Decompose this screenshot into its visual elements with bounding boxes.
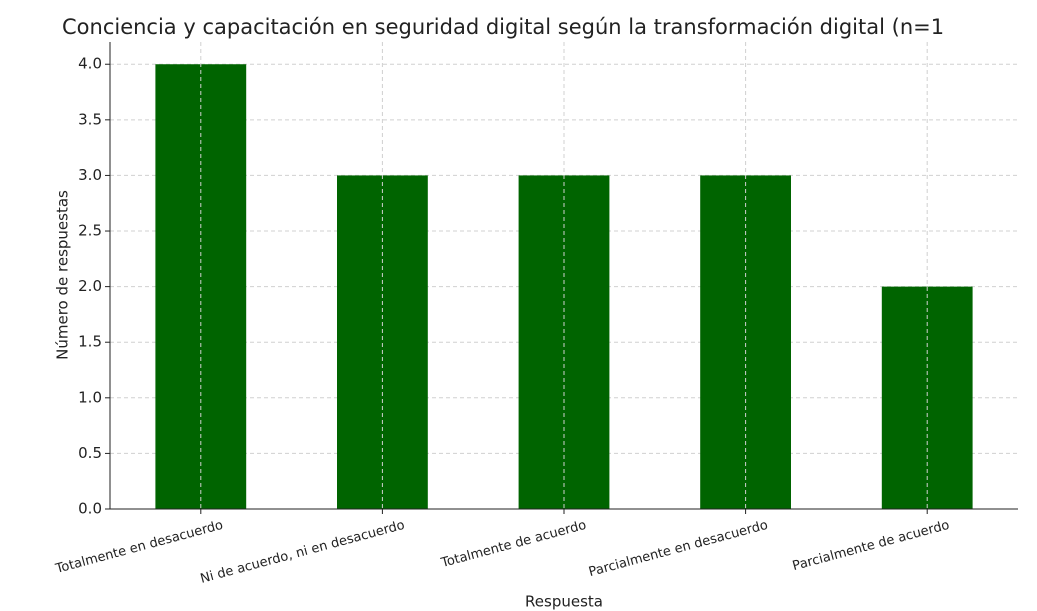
y-axis-label: Número de respuestas [54,190,72,360]
y-tick-label: 2.0 [78,277,102,295]
y-tick-label: 0.5 [78,444,102,462]
y-tick-label: 2.5 [78,222,102,240]
bar [881,286,973,509]
y-tick-label: 3.0 [78,166,102,184]
x-axis-label: Respuesta [525,593,603,611]
y-tick-label: 1.5 [78,333,102,351]
chart-title: Conciencia y capacitación en seguridad d… [62,15,944,39]
x-tick-label: Parcialmente de acuerdo [791,518,951,574]
x-tick-label: Totalmente en desacuerdo [53,518,225,577]
y-tick-label: 4.0 [78,55,102,73]
y-tick-label: 0.0 [78,500,102,518]
y-tick-label: 3.5 [78,110,102,128]
x-tick-label: Ni de acuerdo, ni en desacuerdo [199,518,407,587]
y-tick-label: 1.0 [78,388,102,406]
x-tick-label: Totalmente de acuerdo [439,518,588,571]
x-tick-label: Parcialmente en desacuerdo [587,518,769,580]
